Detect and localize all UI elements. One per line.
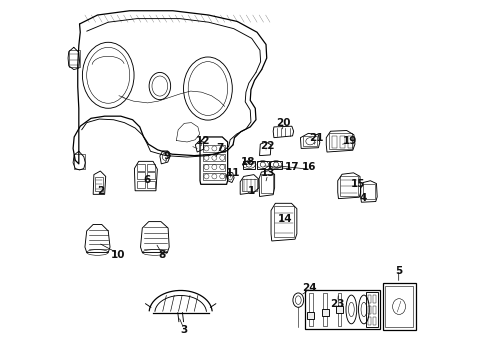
Bar [382,283,415,330]
Text: 1: 1 [247,186,255,197]
Bar [367,306,370,314]
Bar [367,317,370,324]
Bar [303,136,317,146]
Text: 2: 2 [97,186,104,197]
Text: 9: 9 [163,150,171,161]
Bar [203,173,224,180]
Text: 12: 12 [196,136,210,145]
Text: 20: 20 [275,118,290,128]
Text: 16: 16 [301,162,316,172]
Text: 23: 23 [330,299,344,309]
Bar [242,179,256,192]
Bar [323,293,326,326]
Text: 11: 11 [225,168,240,178]
Bar [328,134,351,149]
Bar [340,176,357,196]
Text: 7: 7 [216,143,224,153]
Bar [147,181,155,188]
Bar [203,163,224,171]
Bar [74,154,85,168]
Bar [273,206,294,237]
Bar [95,177,102,191]
Bar [331,135,337,148]
Bar [257,161,268,168]
Text: 13: 13 [260,168,274,178]
Bar [306,312,314,319]
Bar [304,290,379,329]
Text: 8: 8 [158,250,165,260]
Text: 6: 6 [143,175,150,185]
Bar [347,135,352,148]
Text: 19: 19 [342,136,356,145]
Bar [321,309,328,316]
Bar [337,293,341,326]
Text: 5: 5 [394,266,402,276]
Text: 21: 21 [308,133,323,143]
Bar [339,135,345,148]
Bar [137,172,145,179]
Text: 18: 18 [241,157,255,167]
Text: 22: 22 [260,141,274,151]
Text: 17: 17 [285,162,299,172]
Bar [261,174,273,193]
Bar [147,172,155,179]
Bar [137,181,145,188]
Text: 4: 4 [358,193,366,203]
Bar [385,286,412,327]
Bar [372,317,375,324]
Bar [242,161,255,168]
Bar [372,295,375,303]
Bar [69,50,80,67]
Text: 15: 15 [350,179,365,189]
Bar [362,184,375,199]
Text: 14: 14 [277,215,291,224]
Bar [147,164,155,171]
Bar [270,161,281,168]
Bar [372,306,375,314]
Bar [203,154,224,161]
Bar [335,306,343,313]
Bar [137,164,145,171]
Bar [203,145,224,152]
Text: 3: 3 [180,325,187,335]
Text: 24: 24 [301,283,316,293]
Bar [366,292,377,327]
Text: 10: 10 [111,250,125,260]
Bar [308,293,312,326]
Bar [367,295,370,303]
